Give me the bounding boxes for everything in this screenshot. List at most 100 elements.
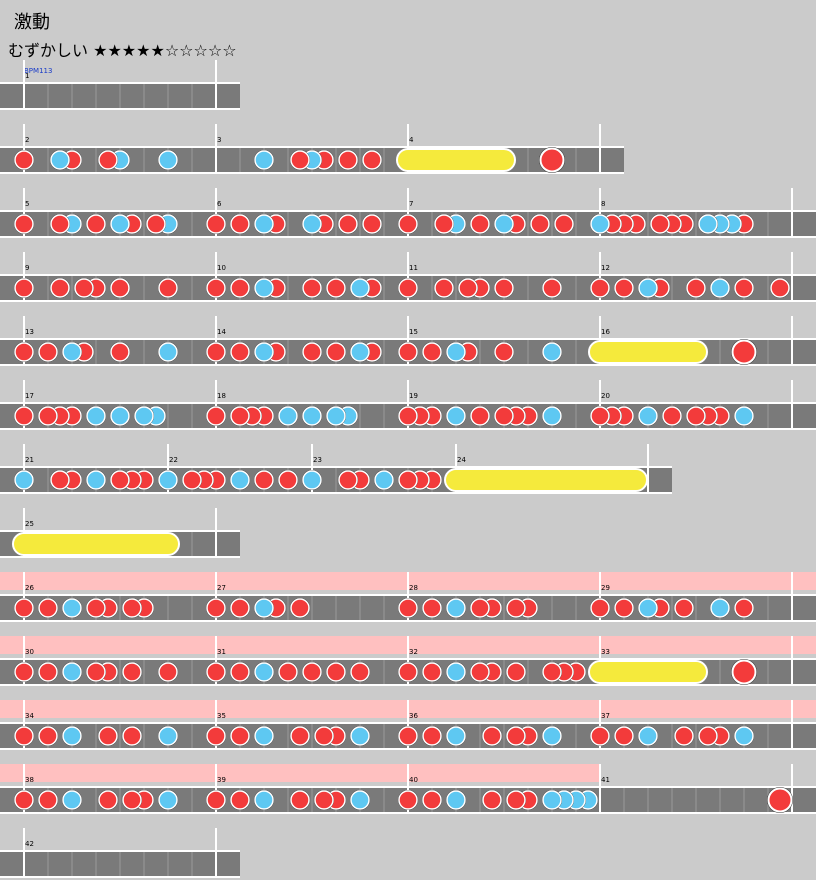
gogo-band xyxy=(0,764,600,782)
don-note xyxy=(122,790,142,810)
ka-note xyxy=(350,726,370,746)
don-note xyxy=(314,790,334,810)
don-note xyxy=(362,150,382,170)
don-note xyxy=(230,342,250,362)
don-note xyxy=(662,406,682,426)
ka-note xyxy=(62,598,82,618)
ka-note xyxy=(158,470,178,490)
don-note xyxy=(14,150,34,170)
ka-note xyxy=(158,150,178,170)
don-note xyxy=(350,662,370,682)
measure-number: 18 xyxy=(217,392,226,400)
ka-note xyxy=(302,470,322,490)
don-note xyxy=(398,406,418,426)
ka-note xyxy=(542,342,562,362)
measure-number: 35 xyxy=(217,712,226,720)
don-note xyxy=(338,470,358,490)
ka-note xyxy=(254,342,274,362)
measure-number: 26 xyxy=(25,584,34,592)
bpm-label: BPM113 xyxy=(24,67,52,75)
don-note xyxy=(470,214,490,234)
measure-number: 2 xyxy=(25,136,29,144)
don-note xyxy=(422,598,442,618)
don-note xyxy=(398,278,418,298)
don-note xyxy=(494,278,514,298)
don-note xyxy=(122,726,142,746)
don-note xyxy=(482,790,502,810)
ka-note xyxy=(710,278,730,298)
don-note xyxy=(110,342,130,362)
don-note xyxy=(398,662,418,682)
ka-note xyxy=(710,598,730,618)
don-note xyxy=(206,726,226,746)
don-note xyxy=(398,470,418,490)
don-note xyxy=(506,790,526,810)
ka-note xyxy=(86,470,106,490)
don-note xyxy=(158,278,178,298)
ka-note xyxy=(110,406,130,426)
ka-note xyxy=(350,278,370,298)
don-note xyxy=(494,406,514,426)
measure-number: 14 xyxy=(217,328,226,336)
don-note xyxy=(206,598,226,618)
don-note xyxy=(14,726,34,746)
don-note xyxy=(686,278,706,298)
don-note xyxy=(50,470,70,490)
don-note xyxy=(14,790,34,810)
don-note xyxy=(614,726,634,746)
don-note xyxy=(158,662,178,682)
don-note xyxy=(278,662,298,682)
ka-note xyxy=(446,406,466,426)
ka-note xyxy=(374,470,394,490)
ka-note xyxy=(62,342,82,362)
don-note xyxy=(398,726,418,746)
don-note xyxy=(434,278,454,298)
difficulty: むずかしい ★★★★★☆☆☆☆☆ xyxy=(8,37,237,61)
don-note xyxy=(530,214,550,234)
roll xyxy=(12,532,180,556)
measure-number: 17 xyxy=(25,392,34,400)
don-note xyxy=(326,662,346,682)
big-don-note xyxy=(731,339,757,365)
don-note xyxy=(14,214,34,234)
don-note xyxy=(734,278,754,298)
ka-note xyxy=(590,214,610,234)
ka-note xyxy=(278,406,298,426)
measure-number: 1 xyxy=(25,72,29,80)
don-note xyxy=(38,406,58,426)
don-note xyxy=(458,278,478,298)
ka-note xyxy=(698,214,718,234)
don-note xyxy=(14,342,34,362)
don-note xyxy=(422,726,442,746)
song-title: 激動 xyxy=(14,12,50,33)
don-note xyxy=(470,406,490,426)
ka-note xyxy=(446,342,466,362)
don-note xyxy=(14,662,34,682)
don-note xyxy=(206,342,226,362)
ka-note xyxy=(254,278,274,298)
ka-note xyxy=(638,726,658,746)
don-note xyxy=(206,790,226,810)
don-note xyxy=(230,662,250,682)
don-note xyxy=(302,662,322,682)
don-note xyxy=(614,598,634,618)
measure-number: 12 xyxy=(601,264,610,272)
don-note xyxy=(434,214,454,234)
ka-note xyxy=(734,406,754,426)
ka-note xyxy=(350,342,370,362)
don-note xyxy=(674,598,694,618)
measure-number: 7 xyxy=(409,200,413,208)
ka-note xyxy=(734,726,754,746)
measure-number: 10 xyxy=(217,264,226,272)
ka-note xyxy=(254,790,274,810)
don-note xyxy=(542,662,562,682)
measure-number: 4 xyxy=(409,136,414,144)
don-note xyxy=(422,662,442,682)
measure-number: 31 xyxy=(217,648,226,656)
difficulty-label: むずかしい xyxy=(8,41,89,60)
ka-note xyxy=(158,342,178,362)
ka-note xyxy=(446,726,466,746)
don-note xyxy=(86,214,106,234)
don-note xyxy=(146,214,166,234)
don-note xyxy=(290,726,310,746)
